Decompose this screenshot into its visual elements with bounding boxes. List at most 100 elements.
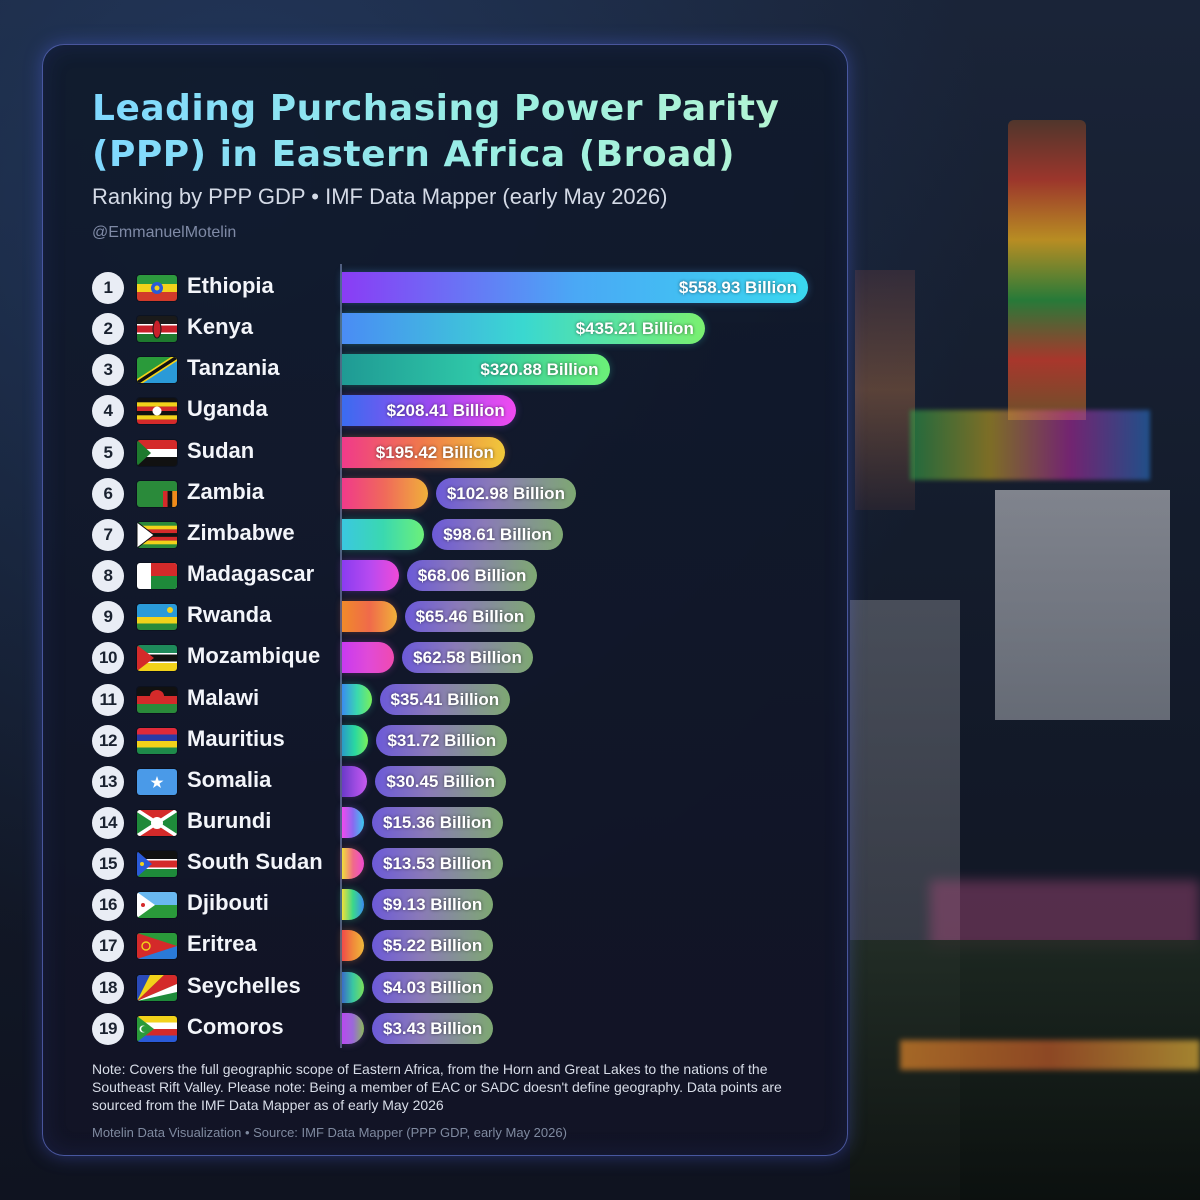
chart-row: 6 Zambia $102.98 Billion <box>0 473 1200 514</box>
bar <box>342 724 369 756</box>
uganda-flag-icon <box>137 398 177 425</box>
djibouti-flag-icon <box>137 892 177 919</box>
south-sudan-flag-icon <box>137 851 177 878</box>
source-credit: Motelin Data Visualization • Source: IMF… <box>92 1125 567 1140</box>
value-pill <box>372 848 503 880</box>
bar-value-label: $5.22 Billion <box>383 936 483 956</box>
rank-badge: 1 <box>92 272 124 304</box>
chart-row: 2 Kenya $435.21 Billion <box>0 308 1200 349</box>
rank-badge: 4 <box>92 395 124 428</box>
zimbabwe-flag-icon <box>137 521 177 548</box>
chart-row: 4 Uganda $208.41 Billion <box>0 390 1200 431</box>
chart-subtitle: Ranking by PPP GDP • IMF Data Mapper (ea… <box>92 184 668 209</box>
value-pill <box>402 642 533 674</box>
malawi-flag-icon <box>137 686 177 713</box>
rank-badge: 6 <box>92 477 124 510</box>
chart-row: 17 Eritrea $5.22 Billion <box>0 925 1200 966</box>
bar <box>342 930 364 962</box>
street-lights-decoration <box>900 1040 1200 1070</box>
country-name: Somalia <box>187 766 272 792</box>
bar-value-label: $195.42 Billion <box>375 442 494 462</box>
bar <box>342 601 397 633</box>
value-pill <box>435 477 576 509</box>
bar <box>342 889 364 921</box>
bar-value-label: $15.36 Billion <box>383 812 492 832</box>
value-pill <box>376 724 508 756</box>
rank-badge: 7 <box>92 518 124 551</box>
rank-badge: 2 <box>92 313 124 346</box>
author-handle: @EmmanuelMotelin <box>92 224 237 241</box>
bar <box>342 683 372 715</box>
value-pill <box>372 1012 494 1044</box>
bar <box>342 560 399 592</box>
canopy-decoration <box>930 880 1200 950</box>
country-name: Eritrea <box>187 931 257 957</box>
bar-value-label: $208.41 Billion <box>386 401 505 421</box>
bar-value-label: $31.72 Billion <box>387 730 497 750</box>
country-name: Ethiopia <box>187 273 274 298</box>
country-name: Tanzania <box>187 355 280 381</box>
country-name: Mauritius <box>187 725 285 751</box>
madagascar-flag-icon <box>137 563 177 590</box>
bar-value-label: $3.43 Billion <box>383 1018 483 1038</box>
bar <box>342 806 364 838</box>
country-name: South Sudan <box>187 849 323 875</box>
country-name: Kenya <box>187 314 254 340</box>
sudan-flag-icon <box>137 439 177 466</box>
tower-decoration <box>1008 120 1086 420</box>
country-name: Zambia <box>187 478 265 504</box>
chart-panel <box>42 44 848 1156</box>
building-decoration <box>995 490 1170 720</box>
burundi-flag-icon <box>137 809 177 836</box>
chart-row: 18 Seychelles $4.03 Billion <box>0 967 1200 1008</box>
bar <box>342 272 808 303</box>
bar-value-label: $9.13 Billion <box>383 895 483 915</box>
trees-decoration <box>850 940 1200 1200</box>
bar-value-label: $62.58 Billion <box>413 648 522 668</box>
tanzania-flag-icon <box>137 357 177 384</box>
chart-row: 13 Somalia $30.45 Billion <box>0 761 1200 802</box>
country-name: Uganda <box>187 396 268 422</box>
country-name: Zimbabwe <box>187 519 295 545</box>
rank-badge: 9 <box>92 601 124 634</box>
bar <box>342 395 516 427</box>
bar-axis-line <box>340 264 342 1048</box>
bar-value-label: $68.06 Billion <box>417 566 527 586</box>
value-pill <box>406 560 538 592</box>
bar <box>342 1012 364 1044</box>
country-name: Rwanda <box>187 602 272 628</box>
eritrea-flag-icon <box>137 933 177 960</box>
bar-value-label: $30.45 Billion <box>386 771 496 791</box>
kenya-flag-icon <box>137 316 177 343</box>
building-decoration <box>855 270 915 510</box>
country-name: Burundi <box>187 807 272 833</box>
value-pill <box>379 683 511 715</box>
rwanda-flag-icon <box>137 604 177 631</box>
value-pill <box>375 765 507 797</box>
chart-row: 7 Zimbabwe $98.61 Billion <box>0 514 1200 555</box>
bar <box>342 971 364 1003</box>
comoros-flag-icon <box>137 1015 177 1042</box>
country-name: Madagascar <box>187 561 315 587</box>
country-name: Comoros <box>187 1013 284 1039</box>
country-name: Mozambique <box>187 643 321 669</box>
chart-row: 1 Ethiopia $558.93 Billion <box>0 267 1200 308</box>
chart-row: 19 Comoros $3.43 Billion <box>0 1008 1200 1049</box>
mozambique-flag-icon <box>137 645 177 672</box>
value-pill <box>432 518 563 550</box>
bar-value-label: $98.61 Billion <box>443 524 552 544</box>
bar-value-label: $4.03 Billion <box>383 977 483 997</box>
bar <box>342 436 505 468</box>
bar-value-label: $435.21 Billion <box>575 319 694 339</box>
neon-sign-decoration <box>910 410 1150 480</box>
rank-badge: 11 <box>92 683 124 716</box>
rank-badge: 14 <box>92 806 124 839</box>
rank-badge: 15 <box>92 848 124 881</box>
bar <box>342 313 705 345</box>
bar-value-label: $65.46 Billion <box>415 607 525 627</box>
rank-badge: 16 <box>92 889 124 922</box>
value-pill <box>372 971 494 1003</box>
bar <box>342 642 395 674</box>
chart-row: 10 Mozambique $62.58 Billion <box>0 637 1200 678</box>
